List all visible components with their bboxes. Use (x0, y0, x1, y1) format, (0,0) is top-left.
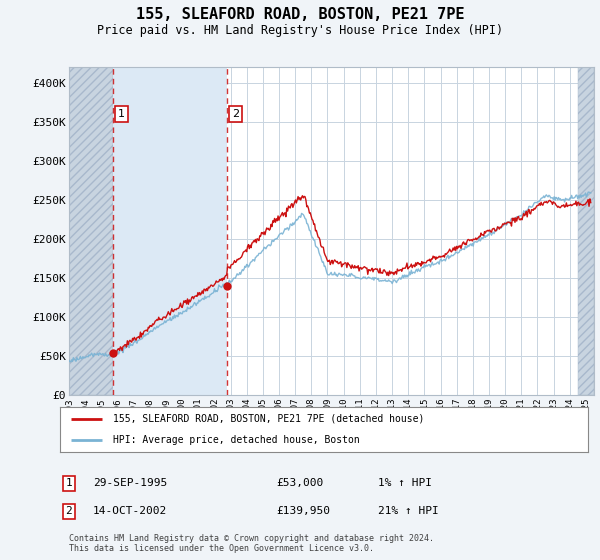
Text: 155, SLEAFORD ROAD, BOSTON, PE21 7PE: 155, SLEAFORD ROAD, BOSTON, PE21 7PE (136, 7, 464, 22)
Text: HPI: Average price, detached house, Boston: HPI: Average price, detached house, Bost… (113, 435, 359, 445)
Text: 1% ↑ HPI: 1% ↑ HPI (378, 478, 432, 488)
Text: 21% ↑ HPI: 21% ↑ HPI (378, 506, 439, 516)
Text: 14-OCT-2002: 14-OCT-2002 (93, 506, 167, 516)
Text: Contains HM Land Registry data © Crown copyright and database right 2024.
This d: Contains HM Land Registry data © Crown c… (69, 534, 434, 553)
Text: 1: 1 (118, 109, 125, 119)
Bar (69, 67, 113, 395)
Text: £53,000: £53,000 (276, 478, 323, 488)
Text: 155, SLEAFORD ROAD, BOSTON, PE21 7PE (detached house): 155, SLEAFORD ROAD, BOSTON, PE21 7PE (de… (113, 414, 424, 424)
Text: Price paid vs. HM Land Registry's House Price Index (HPI): Price paid vs. HM Land Registry's House … (97, 24, 503, 36)
Text: 2: 2 (65, 506, 73, 516)
Text: 1: 1 (65, 478, 73, 488)
Bar (113, 67, 227, 395)
Text: 2: 2 (232, 109, 239, 119)
Bar (578, 67, 594, 395)
Text: £139,950: £139,950 (276, 506, 330, 516)
Text: 29-SEP-1995: 29-SEP-1995 (93, 478, 167, 488)
